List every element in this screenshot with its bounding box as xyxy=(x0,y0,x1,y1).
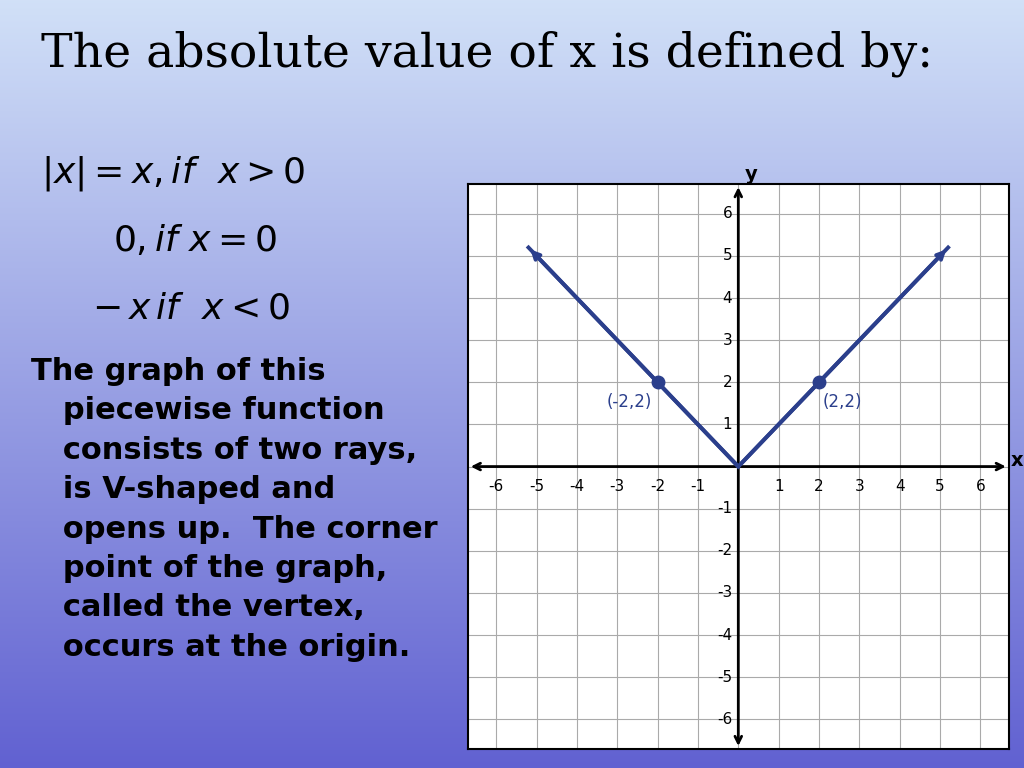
Text: 3: 3 xyxy=(854,479,864,494)
Text: -4: -4 xyxy=(717,627,732,643)
Text: 4: 4 xyxy=(895,479,904,494)
Text: y: y xyxy=(744,165,757,184)
Text: 2: 2 xyxy=(723,375,732,390)
Text: -1: -1 xyxy=(717,502,732,516)
Text: -2: -2 xyxy=(650,479,666,494)
Text: The graph of this
   piecewise function
   consists of two rays,
   is V-shaped : The graph of this piecewise function con… xyxy=(31,357,437,661)
Text: The absolute value of x is defined by:: The absolute value of x is defined by: xyxy=(41,31,933,78)
Text: 2: 2 xyxy=(814,479,824,494)
Text: $|x| = x, \mathit{if}\ \ x > 0$: $|x| = x, \mathit{if}\ \ x > 0$ xyxy=(41,154,305,193)
Text: -5: -5 xyxy=(717,670,732,685)
Text: 6: 6 xyxy=(723,207,732,221)
Text: -6: -6 xyxy=(488,479,504,494)
Text: 3: 3 xyxy=(723,333,732,348)
Text: -6: -6 xyxy=(717,712,732,727)
Text: -5: -5 xyxy=(529,479,544,494)
Text: 5: 5 xyxy=(723,248,732,263)
Text: $-\,x\,\mathit{if}\ \ x < 0$: $-\,x\,\mathit{if}\ \ x < 0$ xyxy=(92,292,290,326)
Text: -3: -3 xyxy=(717,585,732,601)
Text: (2,2): (2,2) xyxy=(823,393,862,411)
Text: -4: -4 xyxy=(569,479,585,494)
Text: x: x xyxy=(1011,451,1023,470)
Text: 4: 4 xyxy=(723,290,732,306)
Text: -2: -2 xyxy=(717,543,732,558)
Text: 1: 1 xyxy=(723,417,732,432)
Text: (-2,2): (-2,2) xyxy=(606,393,651,411)
Text: -1: -1 xyxy=(690,479,706,494)
Text: 5: 5 xyxy=(935,479,945,494)
Text: 1: 1 xyxy=(774,479,783,494)
Text: -3: -3 xyxy=(609,479,625,494)
Text: $0, \mathit{if}\ x = 0$: $0, \mathit{if}\ x = 0$ xyxy=(113,223,276,258)
Text: 6: 6 xyxy=(976,479,985,494)
